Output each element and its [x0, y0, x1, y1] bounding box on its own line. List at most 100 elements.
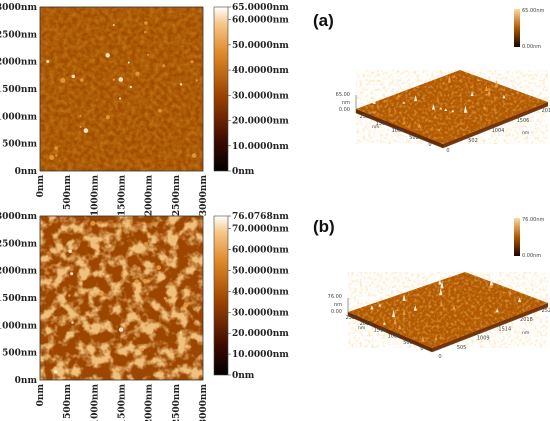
grain-spot	[191, 153, 197, 158]
panel-b: 3000nm2500nm2000nm1500nm1000nm500nm0nm 0…	[0, 212, 550, 421]
grain-spot	[53, 369, 58, 374]
grain-spot	[144, 21, 148, 25]
x-tick-labels-b: 0nm 500nm 1000nm 1500nm 2000nm 2500nm 3000nm	[36, 384, 209, 421]
x3d-tick-label: 2010	[542, 108, 550, 114]
grain-spot	[105, 53, 110, 58]
surface-peak	[439, 287, 443, 296]
grain-spot	[134, 279, 140, 284]
x3d-unit-label: nm	[522, 331, 529, 336]
colorbar-b: 76.0768nm 70.0000nm 60.0000nm 50.0000nm 40.0…	[213, 212, 289, 381]
x-tick-label: 1000nm	[90, 384, 100, 421]
colorbar-labels-a: 65.0000nm 60.0000nm 50.0000nm 40.0000nm 30.0…	[228, 3, 289, 177]
bright-grains-b	[53, 220, 189, 374]
surface-peak	[470, 91, 474, 96]
height-map-b	[39, 215, 204, 381]
y3d-tick-label: 0	[428, 142, 431, 148]
legend-min-a: 0.00nm	[522, 44, 541, 50]
grain-spot	[127, 61, 130, 64]
colorbar-label: 50.0000nm	[232, 267, 289, 277]
colorbar-a: 65.0000nm 60.0000nm 50.0000nm 40.0000nm 30.0…	[213, 3, 289, 177]
y3d-tick-label: 505	[403, 340, 413, 346]
y3d-tick-label: 2523	[346, 315, 359, 321]
surface-peak	[439, 302, 444, 307]
grain-spot	[162, 64, 166, 68]
bright-grains-a	[46, 21, 198, 161]
y-tick-labels-b: 3000nm 2500nm 2000nm 1500nm 1000nm 500nm 0nm	[0, 212, 37, 386]
surface-peak	[438, 279, 442, 285]
x3d-unit-label: nm	[522, 131, 529, 136]
surface-peak	[417, 123, 421, 128]
colorbar-label: 30.0000nm	[232, 308, 289, 318]
y-tick-label: 1000nm	[0, 112, 37, 122]
y3d-tick-label: 2018	[360, 321, 373, 327]
colorbar-label: 40.0000nm	[232, 66, 289, 76]
x3d-tick-label: 2018	[520, 317, 533, 323]
y-tick-label: 500nm	[2, 349, 37, 359]
x3d-tick-label: 2523	[542, 308, 550, 314]
y3d-tick-label: 502	[409, 135, 419, 141]
surface-peak	[451, 109, 455, 113]
grain-spot	[181, 307, 184, 310]
y3d-tick-label: 2510	[360, 114, 373, 120]
x-tick-label: 2000nm	[145, 175, 155, 217]
grain-spot	[80, 78, 84, 82]
surface-peak	[494, 80, 499, 88]
z-axis-label: 0.00	[339, 107, 350, 113]
x-tick-label: 2500nm	[172, 175, 182, 217]
grain-spot	[112, 78, 116, 81]
grain-spot	[183, 302, 189, 308]
y3d-tick-label: 1004	[392, 128, 405, 134]
z-axis-label: 65.00	[336, 92, 350, 98]
legend-3d-a: 65.00nm 0.00nm	[514, 8, 544, 50]
grain-spot	[156, 265, 162, 271]
surface-peak	[484, 85, 489, 91]
surface-3d-b	[347, 272, 549, 353]
grain-spot	[71, 321, 74, 324]
panel-label-a: (a)	[313, 11, 334, 30]
grain-spot	[195, 79, 198, 82]
y-tick-label: 2000nm	[0, 267, 37, 277]
grain-spot	[135, 71, 140, 76]
y-tick-label: 1500nm	[0, 85, 37, 95]
grain-spot	[144, 242, 149, 247]
grain-spot	[147, 53, 150, 56]
y-tick-label: 1500nm	[0, 294, 37, 304]
x3d-tick-label: 1004	[492, 128, 505, 134]
surface-peak	[502, 94, 506, 99]
y-tick-label: 2500nm	[0, 239, 37, 249]
x3d-tick-label: 0	[446, 148, 449, 154]
y3d-tick-label: 1506	[376, 121, 389, 127]
surface-peak	[421, 336, 425, 342]
surface-peak	[396, 93, 401, 98]
legend-min-b: 0.00nm	[522, 253, 541, 259]
surface-peak	[434, 335, 438, 341]
x3d-tick-label: 1514	[498, 326, 511, 332]
grain-spot	[190, 60, 194, 64]
x-axis-3d-labels-a: 0 502 1004 1506 2010 nm	[446, 108, 550, 154]
z-axis-label: 76.00	[328, 294, 342, 300]
grain-spot	[70, 272, 74, 276]
x-tick-label: 0nm	[36, 175, 46, 198]
colorbar-label: 76.0768nm	[232, 212, 289, 222]
surface-peak	[477, 78, 481, 82]
grain-spot	[79, 125, 82, 128]
y-tick-label: 500nm	[2, 140, 37, 150]
surface-peak	[402, 293, 406, 301]
y-tick-label: 1000nm	[0, 321, 37, 331]
surface-peak	[452, 304, 456, 310]
grain-spot	[90, 220, 96, 226]
x-tick-label: 2000nm	[145, 384, 155, 421]
y3d-tick-label: 1009	[388, 334, 401, 340]
grain-spot	[118, 327, 124, 332]
colorbar-label: 20.0000nm	[232, 329, 289, 339]
x-tick-label: 500nm	[63, 384, 73, 419]
y-tick-label: 2500nm	[0, 30, 37, 40]
x-tick-labels-a: 0nm 500nm 1000nm 1500nm 2000nm 2500nm 3000nm	[36, 175, 209, 217]
surface-peak	[370, 305, 374, 310]
colorbar-label: 70.0000nm	[232, 225, 289, 235]
colorbar-label: 50.0000nm	[232, 41, 289, 51]
grain-spot	[68, 294, 71, 297]
grain-spot	[49, 154, 55, 161]
x3d-tick-label: 505	[457, 345, 467, 351]
grain-spot	[68, 249, 72, 253]
